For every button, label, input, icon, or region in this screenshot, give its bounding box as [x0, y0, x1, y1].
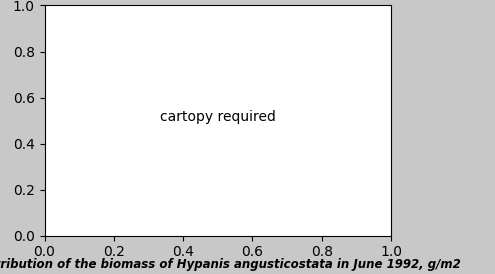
- Text: Distribution of the biomass of Hypanis angusticostata in June 1992, g/m2: Distribution of the biomass of Hypanis a…: [0, 258, 461, 271]
- Text: cartopy required: cartopy required: [160, 110, 276, 124]
